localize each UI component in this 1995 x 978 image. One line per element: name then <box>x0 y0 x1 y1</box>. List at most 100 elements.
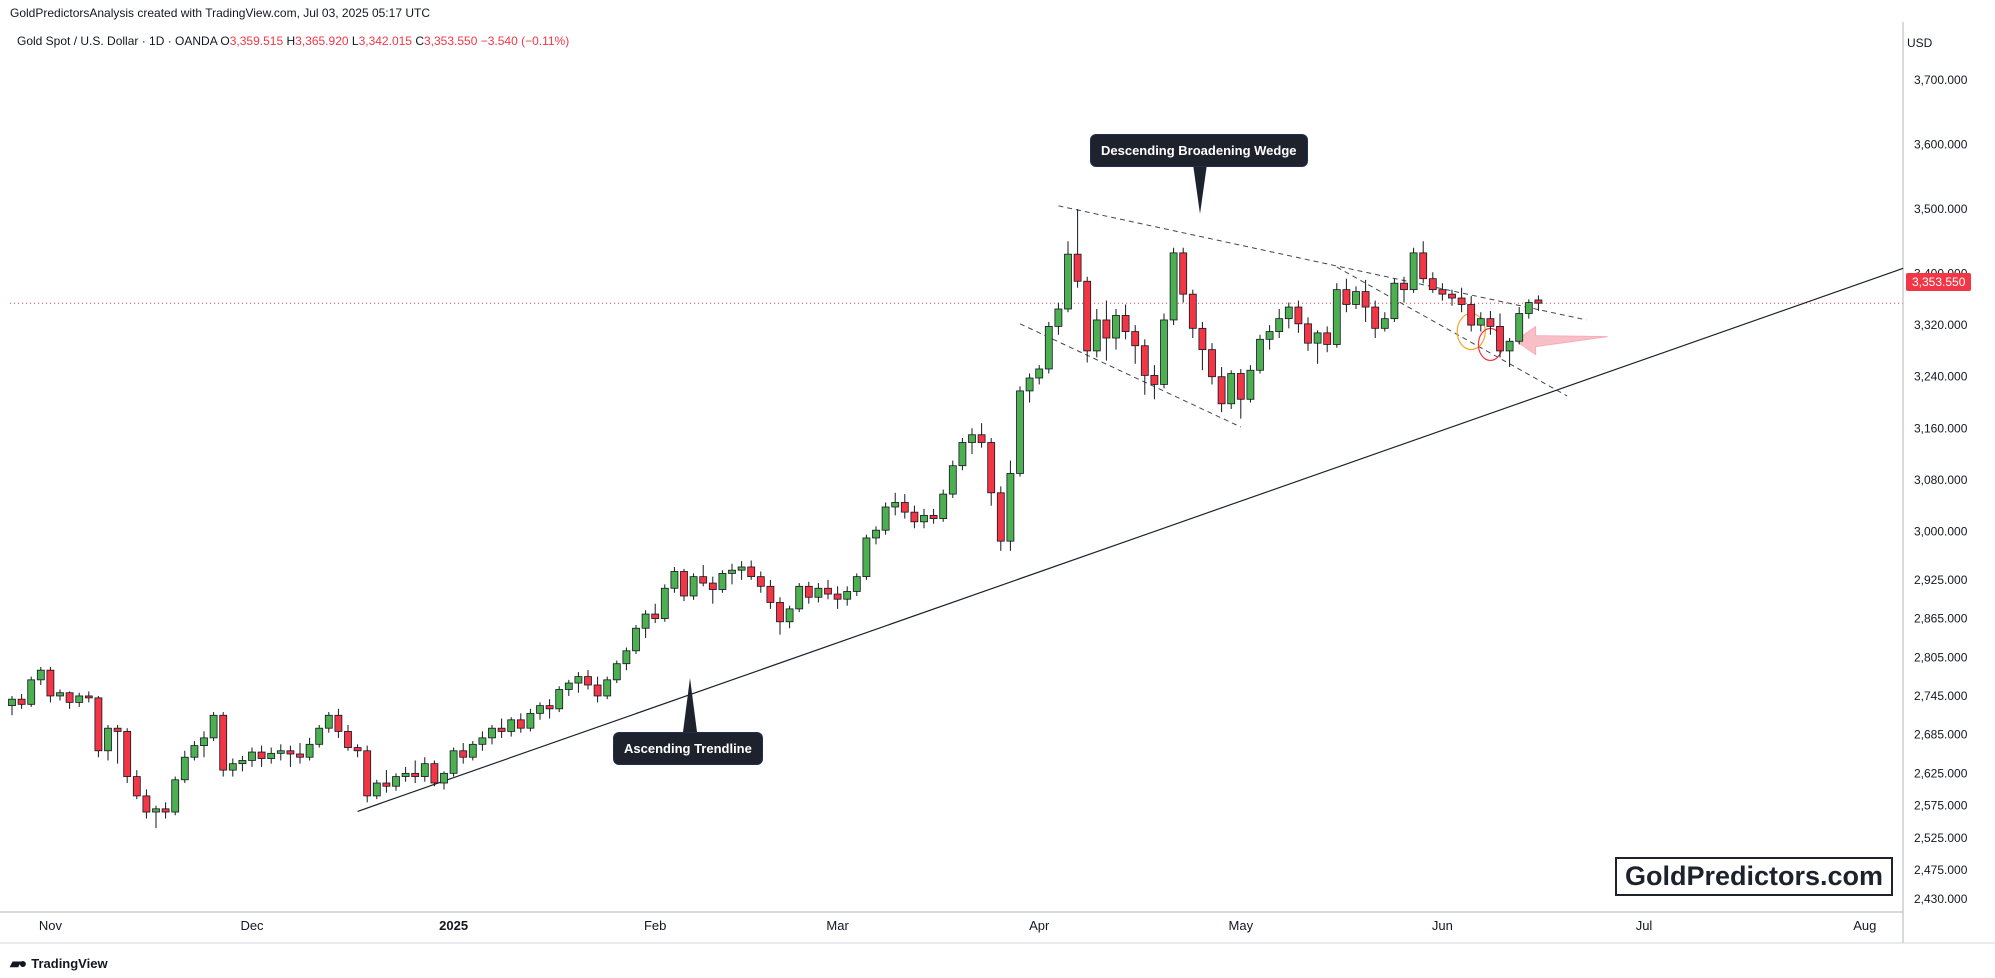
currency-label[interactable]: USD <box>1907 36 1933 50</box>
candle-body <box>1131 331 1140 347</box>
candle-body <box>814 587 823 598</box>
candle-body <box>1179 252 1188 295</box>
candle-body <box>833 593 842 600</box>
candle-body <box>1515 313 1524 342</box>
candle-body <box>929 514 938 519</box>
candle-body <box>1188 293 1197 329</box>
candle <box>1121 304 1130 340</box>
candle-body <box>104 727 112 752</box>
candle <box>507 717 516 737</box>
candle <box>363 745 372 803</box>
candle-body <box>824 587 832 595</box>
candle-body <box>1342 289 1351 305</box>
y-tick-label: 2,625.000 <box>1914 766 1968 780</box>
candle-body <box>1112 315 1120 339</box>
candle-body <box>996 492 1005 542</box>
candle <box>478 731 487 751</box>
candle-body <box>1044 326 1053 370</box>
candle <box>411 760 420 784</box>
candle-body <box>171 779 180 813</box>
candle-body <box>900 502 909 513</box>
candle <box>1534 295 1543 311</box>
candle <box>257 745 266 767</box>
candle-body <box>1304 323 1312 344</box>
candle-body <box>862 537 871 578</box>
candle-body <box>612 663 621 681</box>
candle-body <box>1448 293 1456 299</box>
candle <box>1284 302 1293 329</box>
pink-arrow-icon <box>1514 325 1608 356</box>
candle <box>65 691 74 709</box>
candle <box>497 718 506 738</box>
candle-body <box>1016 390 1024 474</box>
x-tick-label: Jul <box>1636 918 1653 933</box>
candle <box>94 695 103 758</box>
candle <box>776 597 784 635</box>
candle <box>238 755 247 772</box>
candle <box>987 437 996 506</box>
candle <box>1256 334 1264 374</box>
x-tick-label: 2025 <box>439 918 468 933</box>
candle-body <box>75 695 84 703</box>
candle-body <box>27 679 36 705</box>
candle-body <box>411 772 420 777</box>
candle-body <box>1400 282 1408 291</box>
candle <box>545 699 554 719</box>
candle <box>1419 241 1428 284</box>
candle <box>555 686 564 713</box>
candle-body <box>219 714 228 771</box>
candle-body <box>1140 345 1149 376</box>
candle-body <box>1284 306 1293 320</box>
candle <box>161 802 170 819</box>
candle <box>56 689 64 701</box>
candle-body <box>459 750 468 758</box>
candle-body <box>1227 373 1236 405</box>
candle-body <box>1169 252 1178 321</box>
candle <box>1169 247 1178 326</box>
candle <box>872 526 880 545</box>
candle <box>641 610 650 638</box>
candle <box>718 570 727 593</box>
y-tick-label: 2,865.000 <box>1914 612 1968 626</box>
candle-body <box>1217 376 1226 405</box>
candle <box>1409 247 1418 293</box>
candle <box>891 492 900 516</box>
candle <box>84 691 93 703</box>
candle <box>603 676 612 700</box>
candle-body <box>756 576 765 587</box>
candle <box>488 724 496 745</box>
candle <box>910 505 919 529</box>
x-tick-label: Dec <box>240 918 264 933</box>
candle <box>286 745 295 767</box>
candle <box>27 676 36 707</box>
candle-body <box>344 731 352 748</box>
candle-body <box>1054 308 1063 327</box>
candle-body <box>1438 289 1447 295</box>
candle-body <box>1371 306 1380 329</box>
candle <box>660 584 669 622</box>
candle-body <box>296 753 304 758</box>
candle-body <box>440 772 448 784</box>
watermark-logo: GoldPredictors.com <box>1615 857 1894 896</box>
trendline-callout-pointer <box>683 678 697 732</box>
candle <box>420 757 429 782</box>
candle-body <box>478 737 487 745</box>
candle-body <box>36 669 45 681</box>
candle <box>8 695 16 716</box>
candle-body <box>1428 278 1437 291</box>
candle-body <box>728 569 736 574</box>
y-tick-label: 2,805.000 <box>1914 650 1968 664</box>
candle <box>1361 279 1370 322</box>
candle-body <box>430 763 439 784</box>
footer-branding[interactable]: ▰● TradingView <box>10 955 108 972</box>
y-axis-ticks: 3,700.0003,600.0003,500.0003,400.0003,32… <box>1914 73 1968 906</box>
candle <box>1323 326 1332 353</box>
candle <box>593 676 602 703</box>
candle-body <box>1275 318 1284 332</box>
candle <box>1400 276 1408 303</box>
candle-body <box>708 582 717 590</box>
candle-body <box>1208 349 1216 378</box>
high-label: H <box>286 34 296 48</box>
candle-body <box>200 737 208 747</box>
